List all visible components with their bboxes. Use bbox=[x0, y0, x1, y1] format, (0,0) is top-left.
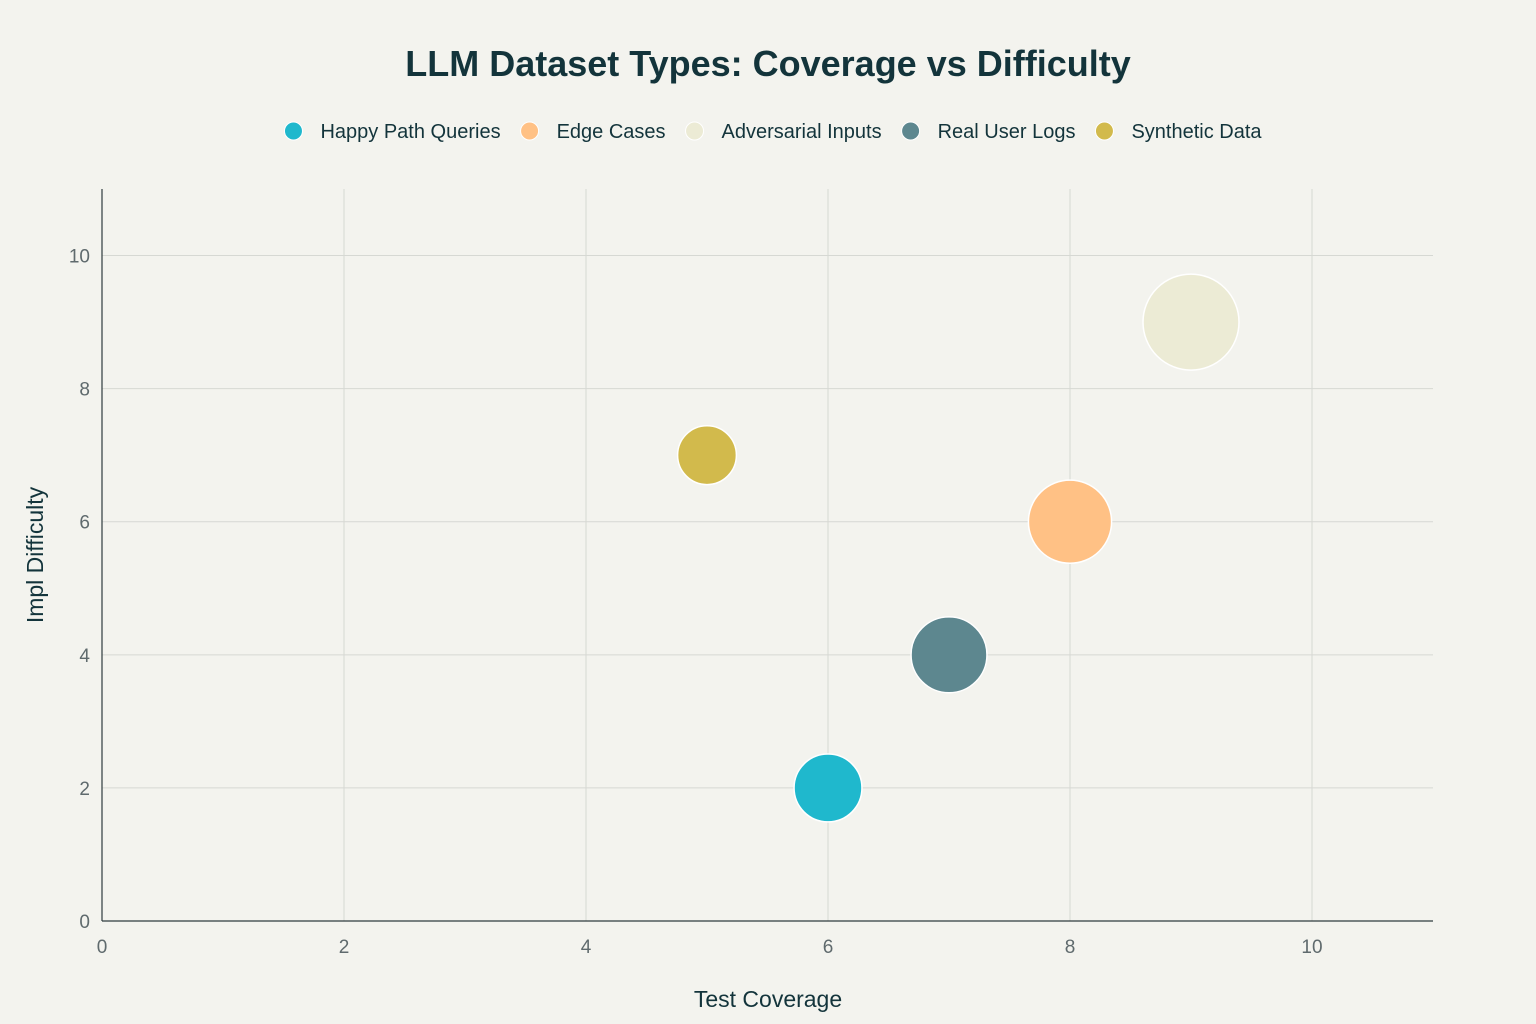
x-tick-label: 4 bbox=[581, 937, 592, 958]
y-tick-label: 10 bbox=[69, 247, 90, 268]
legend-item-real-user-logs[interactable]: Real User Logs bbox=[901, 121, 1076, 143]
x-tick-label: 10 bbox=[1301, 937, 1322, 958]
legend-marker bbox=[901, 121, 921, 141]
y-axis-title: Impl Difficulty bbox=[22, 486, 48, 623]
tick-labels: 0 2 4 6 8 10 0 2 4 6 8 10 bbox=[69, 247, 1323, 958]
x-axis-title: Test Coverage bbox=[694, 986, 842, 1012]
y-tick-label: 8 bbox=[79, 380, 90, 401]
grid-lines bbox=[102, 189, 1433, 921]
legend-marker bbox=[520, 121, 540, 141]
legend-marker bbox=[283, 121, 303, 141]
x-tick-label: 0 bbox=[97, 937, 108, 958]
legend-item-edge-cases[interactable]: Edge Cases bbox=[520, 121, 666, 143]
y-tick-label: 0 bbox=[79, 912, 90, 933]
legend: Happy Path Queries Edge Cases Adversarial … bbox=[283, 121, 1262, 143]
axes bbox=[101, 189, 1433, 922]
legend-label: Edge Cases bbox=[557, 121, 666, 143]
legend-item-happy-path-queries[interactable]: Happy Path Queries bbox=[283, 121, 501, 143]
legend-label: Adversarial Inputs bbox=[722, 121, 882, 143]
y-tick-label: 6 bbox=[79, 513, 90, 534]
data-point-happy-path-queries[interactable] bbox=[793, 753, 863, 823]
legend-item-adversarial-inputs[interactable]: Adversarial Inputs bbox=[685, 121, 882, 143]
legend-marker bbox=[685, 121, 705, 141]
legend-label: Synthetic Data bbox=[1131, 121, 1262, 143]
data-point-adversarial-inputs[interactable] bbox=[1142, 273, 1240, 371]
y-tick-label: 4 bbox=[79, 646, 90, 667]
y-tick-label: 2 bbox=[79, 779, 90, 800]
x-tick-label: 8 bbox=[1065, 937, 1076, 958]
data-point-real-user-logs[interactable] bbox=[910, 616, 988, 694]
legend-marker bbox=[1094, 121, 1114, 141]
x-tick-label: 2 bbox=[339, 937, 350, 958]
data-points bbox=[676, 273, 1240, 823]
data-point-synthetic-data[interactable] bbox=[676, 425, 738, 486]
legend-item-synthetic-data[interactable]: Synthetic Data bbox=[1094, 121, 1262, 143]
data-point-edge-cases[interactable] bbox=[1027, 479, 1113, 565]
legend-label: Happy Path Queries bbox=[320, 121, 500, 143]
legend-label: Real User Logs bbox=[938, 121, 1076, 143]
chart-title: LLM Dataset Types: Coverage vs Difficult… bbox=[405, 43, 1131, 84]
x-tick-label: 6 bbox=[823, 937, 834, 958]
